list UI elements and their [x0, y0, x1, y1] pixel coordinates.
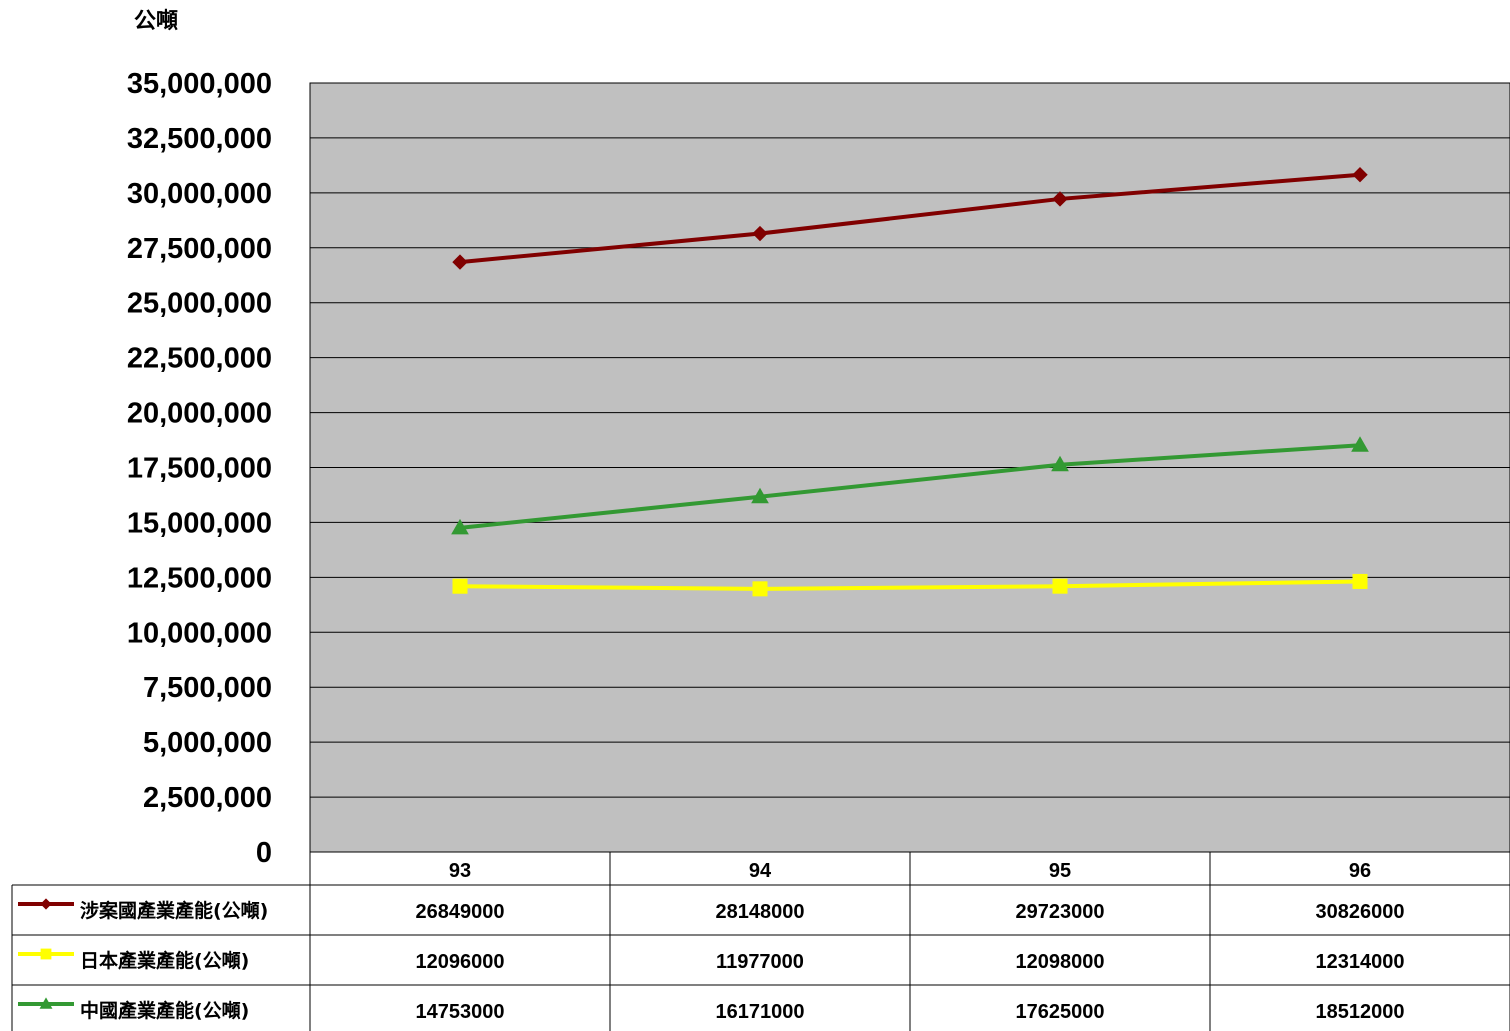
- y-tick-label: 30,000,000: [127, 178, 272, 210]
- data-point-diamond: [1352, 167, 1368, 183]
- data-point-triangle: [39, 997, 53, 1009]
- data-point-square: [452, 578, 468, 594]
- data-point-triangle: [751, 487, 769, 504]
- table-cell-value: 26849000: [416, 901, 505, 923]
- data-point-diamond: [1052, 191, 1068, 207]
- series-line: [459, 443, 1361, 530]
- y-tick-label: 35,000,000: [127, 68, 272, 100]
- y-tick-label: 15,000,000: [127, 507, 272, 539]
- table-cell-value: 30826000: [1316, 901, 1405, 923]
- table-cell-value: 12096000: [416, 951, 505, 973]
- y-tick-label: 25,000,000: [127, 288, 272, 320]
- y-tick-label: 22,500,000: [127, 343, 272, 375]
- series-line: [459, 172, 1361, 265]
- table-cell-value: 28148000: [716, 901, 805, 923]
- table-cell-value: 17625000: [1016, 1001, 1105, 1023]
- y-tick-label: 7,500,000: [143, 672, 272, 704]
- y-tick-label: 27,500,000: [127, 233, 272, 265]
- table-cell-value: 14753000: [416, 1001, 505, 1023]
- data-point-diamond: [40, 898, 52, 910]
- data-point-diamond: [452, 254, 468, 270]
- data-point-square: [40, 948, 52, 960]
- y-tick-label: 10,000,000: [127, 617, 272, 649]
- x-tick-label: 93: [449, 860, 471, 882]
- y-tick-label: 20,000,000: [127, 398, 272, 430]
- table-cell-value: 18512000: [1316, 1001, 1405, 1023]
- data-point-triangle: [1051, 455, 1069, 472]
- data-point-diamond: [752, 225, 768, 242]
- data-table: 93 94 95 96 涉案國產業產能(公噸) 26849000 28148000 29723…: [11, 851, 1510, 1031]
- data-point-square: [1352, 573, 1368, 589]
- series-row-label: 中國產業產能(公噸): [80, 999, 249, 1022]
- table-cell-value: 12098000: [1016, 951, 1105, 973]
- data-point-triangle: [451, 518, 469, 535]
- y-tick-label: 0: [256, 837, 272, 869]
- table-cell-value: 29723000: [1016, 901, 1105, 923]
- y-tick-label: 5,000,000: [143, 727, 272, 759]
- y-axis-unit-label: 公噸: [134, 8, 178, 34]
- table-cell-value: 16171000: [716, 1001, 805, 1023]
- y-tick-label: 12,500,000: [127, 562, 272, 594]
- series-row-label: 涉案國產業產能(公噸): [80, 899, 268, 922]
- y-tick-label: 32,500,000: [127, 123, 272, 155]
- x-tick-label: 94: [749, 860, 772, 882]
- data-point-square: [752, 581, 768, 597]
- table-cell-value: 12314000: [1316, 951, 1405, 973]
- x-tick-label: 95: [1049, 860, 1071, 882]
- data-point-square: [1052, 578, 1068, 594]
- data-point-triangle: [1351, 436, 1369, 452]
- y-tick-label: 2,500,000: [143, 782, 272, 814]
- y-tick-label: 17,500,000: [127, 453, 272, 485]
- series-line: [459, 579, 1361, 591]
- y-axis-tick-labels: 0 2,500,000 5,000,000 7,500,000 10,000,000 12…: [127, 68, 272, 869]
- x-tick-label: 96: [1349, 860, 1371, 882]
- series-lines: [451, 167, 1369, 597]
- series-row-label: 日本產業產能(公噸): [80, 949, 249, 972]
- table-cell-value: 11977000: [716, 951, 804, 973]
